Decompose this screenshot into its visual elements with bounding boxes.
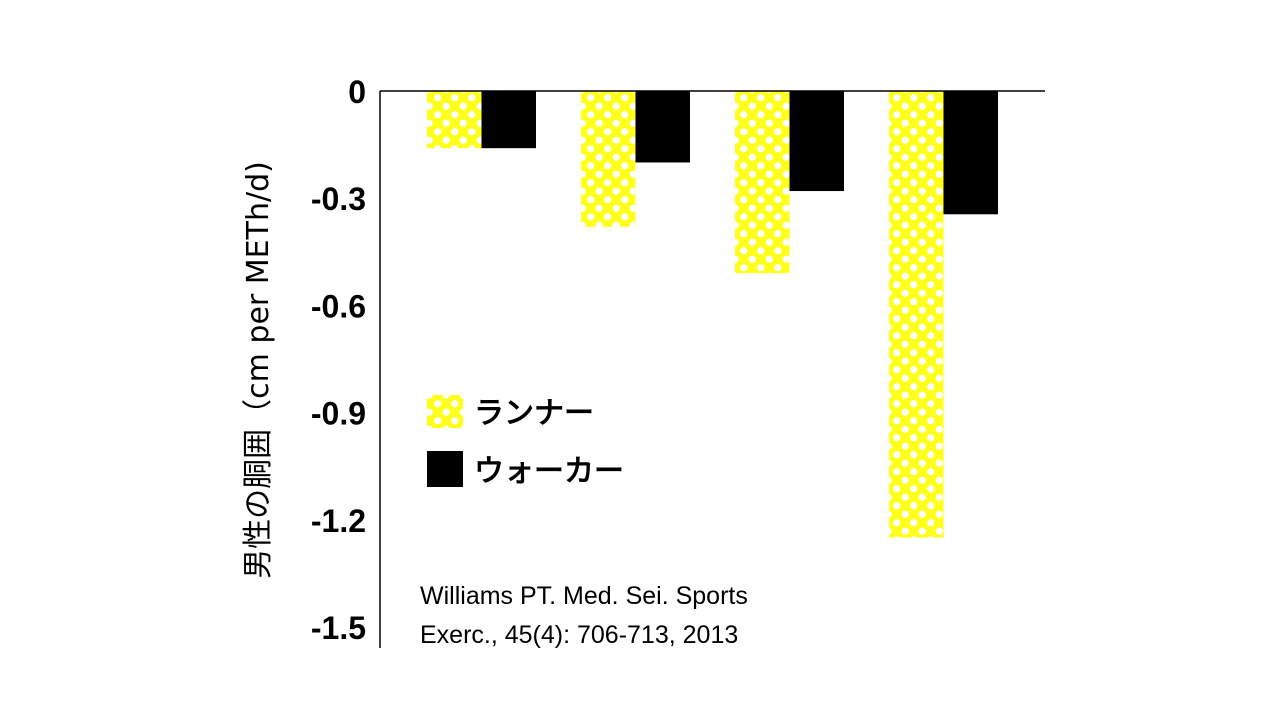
bar-walker-3 bbox=[789, 91, 844, 192]
y-tick-label: -0.3 bbox=[311, 181, 366, 217]
bar-walker-2 bbox=[635, 91, 690, 163]
y-tick-labels: 0 -0.3 -0.6 -0.9 -1.2 -1.5 bbox=[311, 74, 366, 646]
y-axis-label: 男性の胴囲（cm per METh/d) bbox=[241, 161, 276, 579]
bar-runner-2 bbox=[581, 91, 636, 227]
legend-swatch-runner bbox=[427, 395, 463, 428]
y-tick-label: -0.9 bbox=[311, 396, 366, 432]
citation-line-2: Exerc., 45(4): 706-713, 2013 bbox=[420, 621, 738, 649]
bar-runner-4 bbox=[889, 91, 944, 538]
bar-runner-3 bbox=[735, 91, 790, 274]
citation: Williams PT. Med. Sei. Sports Exerc., 45… bbox=[420, 582, 748, 649]
bar-runner-1 bbox=[427, 91, 482, 149]
y-tick-label: -1.2 bbox=[311, 503, 366, 539]
bar-walker-4 bbox=[943, 91, 998, 215]
legend: ランナー ウォーカー bbox=[427, 395, 624, 489]
y-tick-label: -0.6 bbox=[311, 288, 366, 324]
y-tick-label: 0 bbox=[348, 74, 366, 110]
bar-walker-1 bbox=[481, 91, 536, 149]
bars-layer bbox=[427, 91, 998, 538]
y-tick-label: -1.5 bbox=[311, 610, 366, 646]
legend-label-walker: ウォーカー bbox=[474, 454, 624, 489]
legend-label-runner: ランナー bbox=[474, 396, 594, 431]
legend-swatch-walker bbox=[427, 451, 463, 487]
citation-line-1: Williams PT. Med. Sei. Sports bbox=[420, 582, 748, 610]
